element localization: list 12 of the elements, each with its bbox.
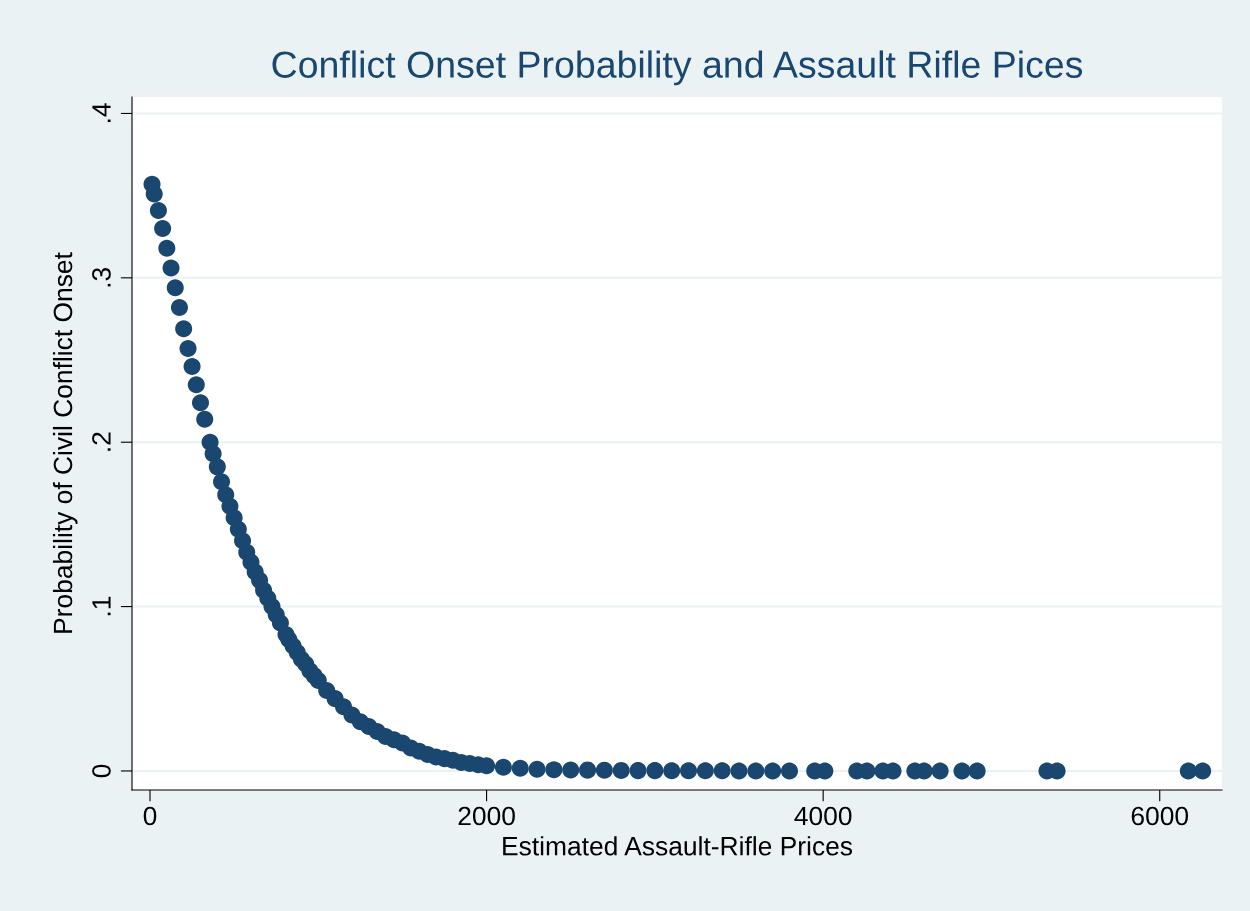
y-tick-label: 0: [92, 764, 111, 778]
x-tick-label: 0: [143, 806, 157, 826]
chart-title: Conflict Onset Probability and Assault Rifle Pices: [272, 50, 1083, 86]
x-tick-label: 4000: [794, 806, 852, 826]
x-tick-label: 6000: [1131, 806, 1189, 826]
y-axis-title: Probability of Civil Conflict Onset: [52, 252, 78, 633]
y-tick-label: .4: [92, 103, 111, 123]
y-tick-label: .2: [92, 432, 111, 451]
y-tick-label: .1: [92, 596, 111, 616]
x-tick-label: 2000: [458, 806, 515, 826]
y-tick-label: .3: [92, 267, 111, 287]
x-axis-title: Estimated Assault-Rifle Prices: [503, 836, 853, 856]
